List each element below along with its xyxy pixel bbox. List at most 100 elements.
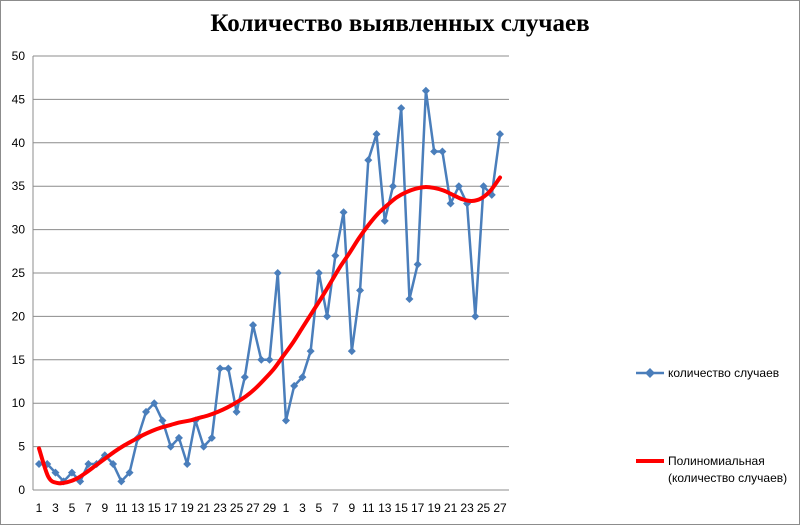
data-point bbox=[249, 321, 258, 330]
x-tick-1: 3 bbox=[52, 501, 59, 515]
data-point bbox=[84, 459, 93, 468]
trendline-path bbox=[37, 175, 502, 486]
data-point bbox=[479, 182, 488, 191]
data-point bbox=[109, 459, 118, 468]
y-tick-0: 0 bbox=[18, 483, 25, 497]
data-point bbox=[199, 442, 208, 451]
data-point bbox=[306, 347, 315, 356]
data-point bbox=[347, 347, 356, 356]
x-tick-3: 7 bbox=[85, 501, 92, 515]
data-point bbox=[67, 468, 76, 477]
y-tick-15: 15 bbox=[12, 353, 26, 367]
data-point bbox=[281, 416, 290, 425]
x-tick-11: 23 bbox=[213, 501, 227, 515]
x-tick-8: 17 bbox=[164, 501, 178, 515]
x-tick-6: 13 bbox=[131, 501, 145, 515]
data-point bbox=[421, 86, 430, 95]
data-point bbox=[323, 312, 332, 321]
y-tick-10: 10 bbox=[12, 396, 26, 410]
x-tick-17: 5 bbox=[316, 501, 323, 515]
data-point bbox=[397, 104, 406, 113]
y-tick-45: 45 bbox=[12, 92, 26, 106]
legend-cases-label: количество случаев bbox=[668, 366, 779, 380]
data-point bbox=[364, 156, 373, 165]
x-tick-27: 25 bbox=[477, 501, 491, 515]
data-point bbox=[240, 373, 249, 382]
data-point bbox=[142, 407, 151, 416]
grid-lines bbox=[33, 55, 509, 448]
data-point bbox=[150, 399, 159, 408]
x-tick-22: 15 bbox=[395, 501, 409, 515]
chart-title: Количество выявленных случаев bbox=[210, 10, 590, 37]
x-tick-7: 15 bbox=[148, 501, 162, 515]
y-tick-40: 40 bbox=[12, 136, 26, 150]
x-tick-18: 7 bbox=[332, 501, 339, 515]
y-tick-5: 5 bbox=[18, 440, 25, 454]
x-tick-25: 21 bbox=[444, 501, 458, 515]
data-point bbox=[158, 416, 167, 425]
data-point bbox=[232, 407, 241, 416]
x-tick-5: 11 bbox=[115, 501, 128, 515]
data-point bbox=[314, 269, 323, 277]
legend-trend-label-1: Полиномиальная bbox=[668, 454, 765, 468]
data-point bbox=[446, 199, 455, 208]
data-point bbox=[356, 286, 365, 295]
data-point bbox=[413, 260, 422, 269]
x-tick-4: 9 bbox=[102, 501, 109, 515]
x-tick-23: 17 bbox=[411, 501, 425, 515]
x-tick-14: 29 bbox=[263, 501, 277, 515]
axes bbox=[32, 56, 509, 491]
data-point bbox=[183, 459, 192, 468]
series-trendline bbox=[37, 175, 502, 486]
x-tick-9: 19 bbox=[180, 501, 194, 515]
data-point bbox=[290, 381, 299, 390]
y-tick-50: 50 bbox=[12, 49, 26, 63]
y-tick-25: 25 bbox=[12, 266, 26, 280]
x-tick-12: 25 bbox=[230, 501, 244, 515]
x-tick-20: 11 bbox=[362, 501, 375, 515]
data-point bbox=[454, 182, 463, 191]
y-tick-30: 30 bbox=[12, 223, 26, 237]
data-point bbox=[273, 269, 282, 277]
data-point bbox=[207, 433, 216, 442]
data-point bbox=[257, 355, 266, 364]
y-tick-labels: 0 5 10 15 20 25 30 35 40 45 50 bbox=[12, 49, 26, 497]
x-tick-15: 1 bbox=[283, 501, 290, 515]
legend: количество случаев Полиномиальная (колич… bbox=[636, 366, 787, 485]
x-tick-labels: 1 3 5 7 9 11 13 15 17 19 21 23 25 27 29 1 3 5 7 9 11 13 15 17 19… bbox=[36, 501, 507, 515]
x-tick-13: 27 bbox=[246, 501, 260, 515]
data-point bbox=[117, 477, 126, 486]
data-point bbox=[224, 364, 233, 373]
data-point bbox=[125, 468, 134, 477]
data-point bbox=[298, 373, 307, 382]
x-tick-2: 5 bbox=[69, 501, 76, 515]
x-tick-26: 23 bbox=[460, 501, 474, 515]
data-point bbox=[380, 216, 389, 225]
data-point bbox=[166, 442, 175, 451]
legend-trend-label-2: (количество случаев) bbox=[668, 471, 787, 485]
data-point bbox=[216, 364, 225, 373]
data-point bbox=[331, 251, 340, 260]
data-point bbox=[430, 147, 439, 156]
data-point bbox=[471, 312, 480, 321]
x-tick-24: 19 bbox=[427, 501, 441, 515]
data-point bbox=[388, 182, 397, 191]
x-tick-28: 27 bbox=[493, 501, 507, 515]
data-point bbox=[339, 208, 348, 217]
x-tick-19: 9 bbox=[348, 501, 355, 515]
y-tick-20: 20 bbox=[12, 309, 26, 323]
data-point bbox=[372, 130, 381, 139]
data-point bbox=[174, 433, 183, 442]
data-point bbox=[438, 147, 447, 156]
legend-cases-marker bbox=[645, 368, 655, 378]
x-tick-0: 1 bbox=[36, 501, 43, 515]
data-point bbox=[51, 468, 60, 477]
x-tick-16: 3 bbox=[299, 501, 306, 515]
x-tick-10: 21 bbox=[197, 501, 211, 515]
y-tick-35: 35 bbox=[12, 179, 26, 193]
series-cases-line bbox=[39, 89, 502, 483]
series-cases bbox=[35, 86, 504, 486]
data-point bbox=[405, 295, 414, 304]
data-point bbox=[496, 130, 504, 139]
